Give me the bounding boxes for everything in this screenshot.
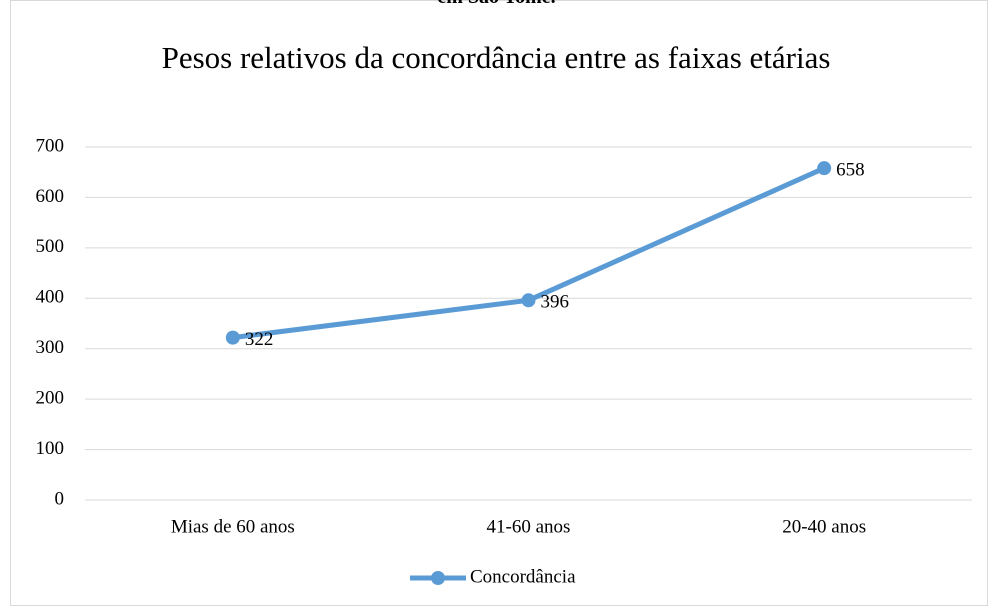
chart-title: Pesos relativos da concordância entre as… (161, 40, 831, 75)
x-tick-label: 20-40 anos (782, 516, 866, 537)
y-tick-label: 500 (36, 236, 65, 257)
y-tick-label: 0 (55, 488, 65, 509)
data-label: 396 (541, 292, 570, 313)
legend-marker (431, 571, 445, 585)
y-tick-label: 300 (36, 337, 65, 358)
x-tick-label: 41-60 anos (487, 516, 571, 537)
y-tick-label: 200 (36, 388, 65, 409)
data-point (521, 293, 536, 308)
data-label: 658 (836, 160, 865, 181)
x-tick-label: Mias de 60 anos (171, 516, 295, 537)
data-point (817, 161, 832, 176)
data-point (225, 330, 240, 345)
y-tick-label: 600 (36, 186, 65, 207)
y-tick-label: 700 (36, 135, 65, 156)
y-tick-label: 100 (36, 438, 65, 459)
data-label: 322 (245, 329, 273, 350)
y-tick-label: 400 (36, 287, 65, 308)
caption: em São Tomé. (0, 0, 993, 9)
legend-label: Concordância (470, 566, 576, 587)
